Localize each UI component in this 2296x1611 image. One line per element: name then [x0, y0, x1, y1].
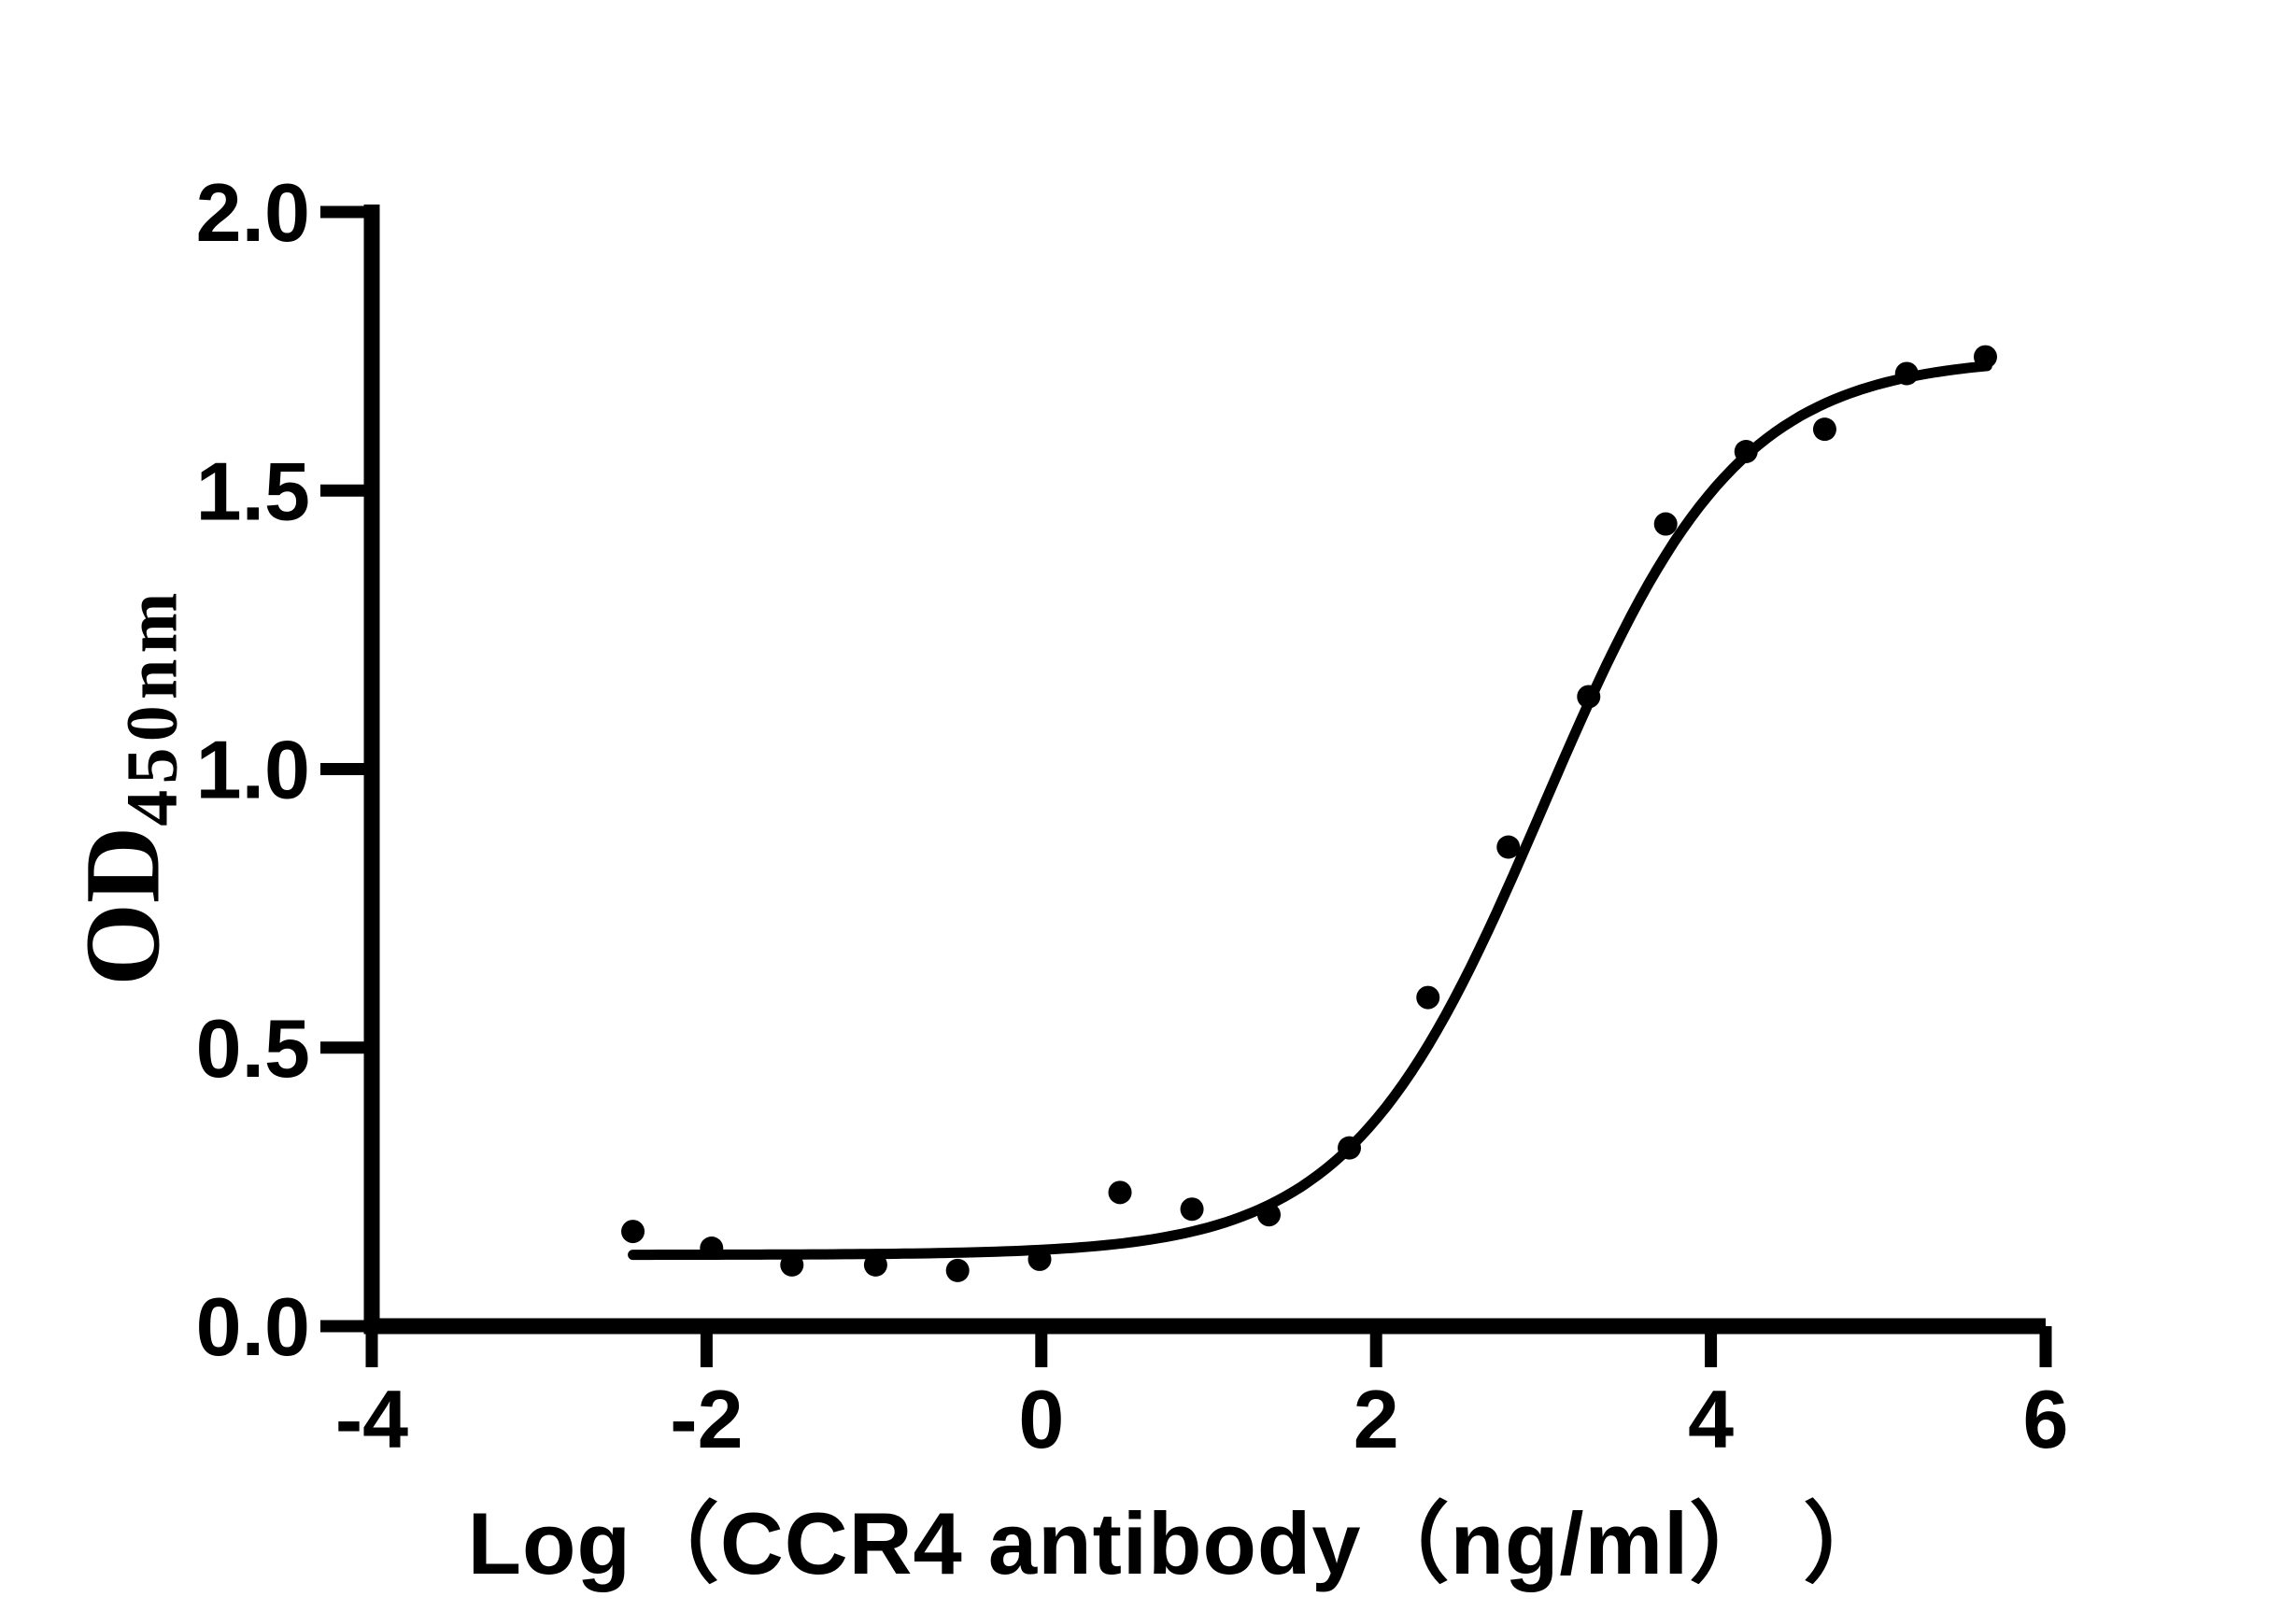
- data-point: [863, 1252, 887, 1277]
- y-tick-label: 0.0: [196, 1280, 310, 1373]
- axes-group: [320, 205, 2052, 1367]
- x-tick-label: 6: [2023, 1373, 2069, 1465]
- y-axis-title-main: OD: [63, 826, 182, 986]
- data-point: [1496, 835, 1521, 859]
- x-tick-label: 2: [1354, 1373, 1399, 1465]
- data-point: [1577, 685, 1601, 709]
- y-axis-title: OD450nm: [64, 586, 192, 986]
- data-point: [1653, 512, 1678, 536]
- y-tick-label: 1.0: [196, 724, 310, 816]
- x-tick-label: -2: [670, 1373, 743, 1465]
- x-tick-label: -4: [335, 1373, 408, 1465]
- x-tick-label: 0: [1018, 1373, 1064, 1465]
- y-axis-title-subscript: 450nm: [110, 586, 192, 827]
- tick-labels-group: 0.0 0.5 1.0 1.5 2.0 -4 -2 0 2 4 6: [196, 166, 2069, 1465]
- data-point: [945, 1258, 970, 1282]
- data-point: [1108, 1180, 1132, 1205]
- data-point: [1338, 1136, 1362, 1160]
- fit-curve-group: [628, 360, 1992, 1261]
- data-point: [1973, 345, 1997, 369]
- data-point: [700, 1236, 724, 1260]
- data-point: [1180, 1197, 1204, 1222]
- y-tick-label: 1.5: [196, 445, 310, 537]
- x-axis-title: Log（CCR4 antibody（ng/ml） ）: [467, 1494, 1892, 1592]
- data-point: [780, 1252, 804, 1277]
- data-point: [1257, 1203, 1282, 1227]
- data-point: [1734, 439, 1758, 463]
- fit-curve-path: [628, 360, 1992, 1261]
- y-tick-label: 0.5: [196, 1002, 310, 1095]
- y-tick-label: 2.0: [196, 166, 310, 259]
- data-point: [1894, 361, 1919, 386]
- data-point: [1416, 985, 1440, 1010]
- data-points-group: [621, 345, 1997, 1282]
- data-point: [1028, 1247, 1052, 1271]
- x-tick-label: 4: [1688, 1373, 1734, 1465]
- data-point: [621, 1220, 645, 1244]
- data-point: [1812, 417, 1836, 442]
